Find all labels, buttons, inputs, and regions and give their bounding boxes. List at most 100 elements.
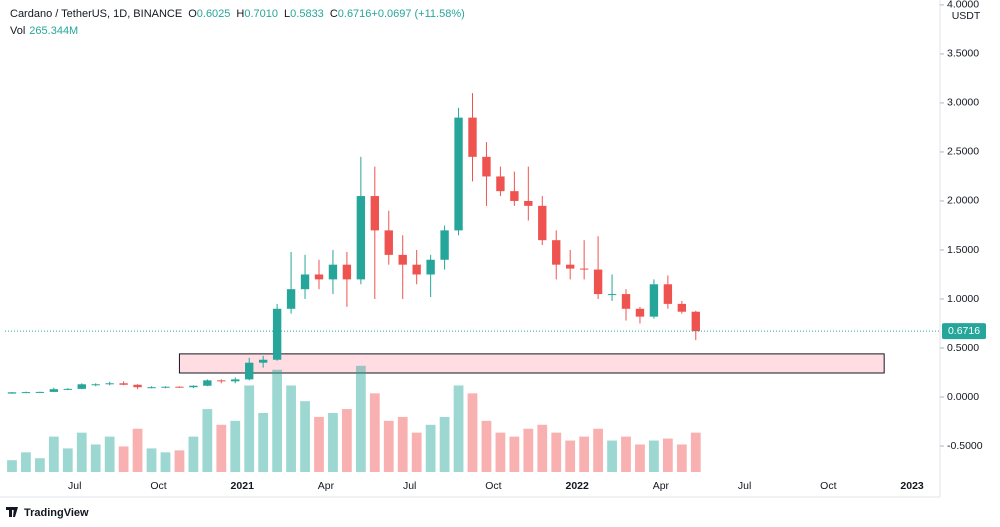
field-key: L xyxy=(284,8,290,20)
candle-body xyxy=(454,117,463,231)
candle-body xyxy=(426,259,435,275)
volume-bar xyxy=(258,413,269,472)
candle-body xyxy=(231,379,240,382)
candle-body xyxy=(314,274,324,280)
candle-body xyxy=(286,289,296,309)
volume-bar xyxy=(342,409,352,472)
volume-legend: Vol 265.344M xyxy=(10,25,78,37)
volume-bar xyxy=(495,432,506,472)
candle-body xyxy=(328,264,338,280)
x-tick-label: Oct xyxy=(150,480,166,492)
volume-bar xyxy=(551,432,562,472)
brand-logo xyxy=(6,507,18,517)
volume-bar xyxy=(90,444,101,472)
volume-bar xyxy=(593,428,603,472)
volume-bar xyxy=(300,401,310,472)
volume-bar xyxy=(21,452,31,472)
candle-body xyxy=(691,311,700,332)
candle-body xyxy=(468,117,477,157)
field-value: 0.7010 xyxy=(244,8,278,20)
volume-bar xyxy=(635,444,645,472)
field-value: 0.5833 xyxy=(290,8,324,20)
volume-bar xyxy=(202,409,213,472)
candle-body xyxy=(147,387,156,389)
volume-bar xyxy=(690,432,701,472)
candle-body xyxy=(7,392,17,394)
field-key: C xyxy=(330,8,338,20)
candle-body xyxy=(119,383,128,385)
candle-body xyxy=(579,268,589,270)
volume-bar xyxy=(286,385,296,472)
candle-body xyxy=(482,156,491,177)
volume-bar xyxy=(188,436,199,472)
candle-body xyxy=(21,392,31,394)
volume-bar xyxy=(439,416,450,472)
volume-bar xyxy=(453,385,464,472)
candle-body xyxy=(663,284,673,304)
candle-body xyxy=(35,391,45,393)
field-value: +0.0697 (+11.58%) xyxy=(371,8,464,20)
y-tick-label: 1.5000 xyxy=(947,244,979,256)
candle-body xyxy=(258,359,268,363)
volume-bar xyxy=(7,460,17,472)
candle-body xyxy=(77,384,86,389)
volume-bar xyxy=(565,440,576,472)
volume-bar xyxy=(369,393,380,472)
candle-body xyxy=(440,230,449,260)
candle-body xyxy=(398,254,407,265)
volume-bar xyxy=(174,450,185,472)
field-value: 0.6716 xyxy=(338,8,372,20)
candle-body xyxy=(524,200,533,206)
volume-bar xyxy=(230,420,241,472)
candle-body xyxy=(91,384,100,386)
candle-body xyxy=(105,383,114,385)
volume-bar xyxy=(146,448,157,472)
y-tick-label: 3.5000 xyxy=(947,48,979,60)
y-tick-label: 3.0000 xyxy=(947,97,979,109)
volume-bar xyxy=(383,420,394,472)
field-value: 0.6025 xyxy=(197,8,231,20)
candle-body xyxy=(552,240,561,265)
y-tick-label: 2.5000 xyxy=(947,146,979,158)
volume-value: 265.344M xyxy=(29,25,78,37)
x-tick-label: Jul xyxy=(68,480,81,492)
candle-body xyxy=(203,380,212,386)
candle-body xyxy=(593,269,603,295)
volume-bar xyxy=(411,432,422,472)
volume-bar xyxy=(649,440,659,472)
volume-bar xyxy=(35,458,45,472)
volume-bar xyxy=(676,444,687,472)
candle-body xyxy=(245,362,254,380)
volume-bar xyxy=(467,393,478,472)
candle-body xyxy=(133,384,142,388)
candle-body xyxy=(356,196,366,280)
volume-bar xyxy=(118,446,129,472)
candle-body xyxy=(677,303,687,312)
volume-bar xyxy=(607,440,617,472)
y-tick-label: -0.5000 xyxy=(947,440,983,452)
y-tick-label: 0.0000 xyxy=(947,391,979,403)
candle-body xyxy=(412,264,421,275)
last-price-label: 0.6716 xyxy=(948,325,980,337)
x-tick-label: 2022 xyxy=(565,480,589,492)
candle-body xyxy=(63,388,72,390)
plot xyxy=(7,93,885,472)
volume-bar xyxy=(314,416,324,472)
candle-body xyxy=(621,294,631,309)
candle-body xyxy=(538,205,547,241)
candle-body xyxy=(161,386,170,388)
support-zone xyxy=(178,353,885,374)
x-tick-label: Oct xyxy=(820,480,836,492)
x-tick-label: Apr xyxy=(653,480,670,492)
y-tick-label: 1.0000 xyxy=(947,293,979,305)
field-key: H xyxy=(236,8,244,20)
candle-body xyxy=(49,389,59,392)
candle-body xyxy=(607,294,617,296)
volume-label: Vol xyxy=(10,25,25,37)
candle-body xyxy=(217,380,226,382)
volume-bar xyxy=(76,432,87,472)
candle-body xyxy=(496,176,505,192)
x-tick-label: Oct xyxy=(485,480,501,492)
